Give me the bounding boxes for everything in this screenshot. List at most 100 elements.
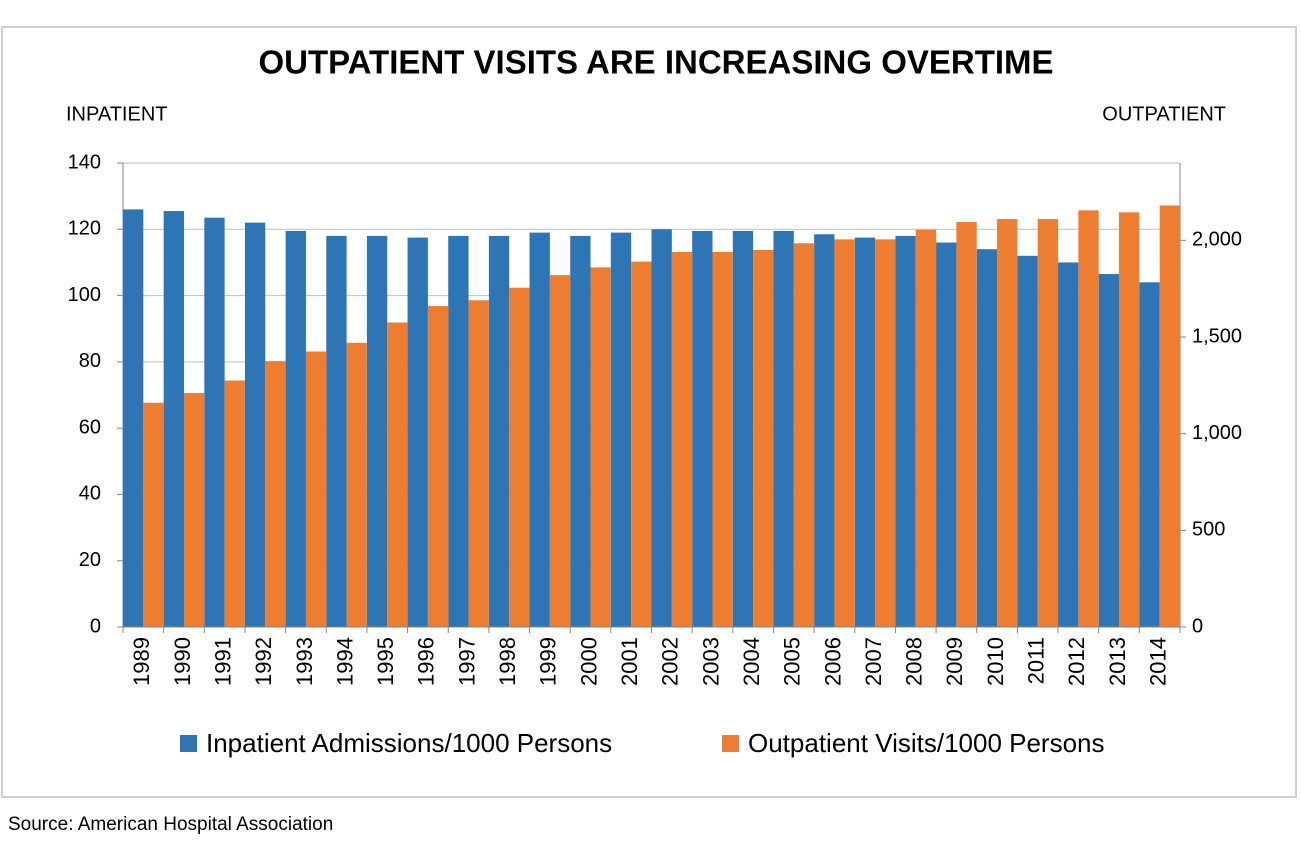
bar xyxy=(1037,219,1059,628)
x-tick-label: 2013 xyxy=(1105,637,1130,686)
y2-tick-label: 0 xyxy=(1192,615,1203,637)
bar xyxy=(143,402,164,627)
x-tick-label: 2007 xyxy=(861,637,886,686)
source-note: Source: American Hospital Association xyxy=(8,814,333,835)
bar xyxy=(305,351,327,627)
bar xyxy=(549,275,571,627)
x-tick-label: 1997 xyxy=(454,637,479,686)
bar xyxy=(427,306,449,627)
x-tick-label: 2010 xyxy=(983,637,1008,686)
bar xyxy=(712,251,733,627)
legend-label: Inpatient Admissions/1000 Persons xyxy=(206,728,612,758)
bar xyxy=(895,235,916,627)
bar xyxy=(346,342,367,627)
bar xyxy=(366,235,388,627)
bar xyxy=(732,230,754,627)
bar xyxy=(163,211,184,628)
y-tick-label: 40 xyxy=(79,483,101,505)
chart-title: OUTPATIENT VISITS ARE INCREASING OVERTIM… xyxy=(258,44,1053,81)
x-tick-label: 2014 xyxy=(1145,637,1170,686)
bar xyxy=(509,287,530,627)
bar xyxy=(610,232,632,627)
x-tick-label: 1990 xyxy=(170,637,195,686)
bar xyxy=(1139,282,1160,627)
bar xyxy=(1078,210,1099,627)
bar xyxy=(265,361,286,627)
y-axis-title: INPATIENT xyxy=(66,103,167,125)
y2-axis-title: OUTPATIENT xyxy=(1102,103,1226,125)
x-tick-label: 2006 xyxy=(820,637,845,686)
bar xyxy=(936,242,957,628)
x-tick-label: 1995 xyxy=(373,637,398,686)
bar xyxy=(671,251,693,627)
legend-label: Outpatient Visits/1000 Persons xyxy=(748,728,1105,758)
bar xyxy=(326,235,347,627)
bar xyxy=(753,250,774,627)
bar xyxy=(1017,255,1038,628)
legend-swatch xyxy=(180,735,197,752)
x-tick-label: 1994 xyxy=(332,637,357,686)
y-tick-label: 20 xyxy=(79,549,101,571)
bar xyxy=(123,209,144,627)
x-tick-label: 2003 xyxy=(698,637,723,686)
y-tick-label: 80 xyxy=(79,350,101,372)
bar xyxy=(570,235,591,627)
bar xyxy=(651,229,672,628)
bar xyxy=(1159,205,1180,628)
bar xyxy=(997,219,1018,628)
bar xyxy=(875,239,896,627)
bar xyxy=(814,234,835,627)
bar xyxy=(285,230,306,627)
x-tick-label: 1996 xyxy=(414,637,439,686)
bar xyxy=(183,393,205,627)
bar xyxy=(631,261,652,627)
x-tick-label: 2005 xyxy=(780,637,805,686)
bar xyxy=(1058,262,1079,627)
y-tick-label: 100 xyxy=(68,284,101,306)
bar xyxy=(1098,274,1120,627)
x-tick-label: 1998 xyxy=(495,637,520,686)
x-tick-label: 2012 xyxy=(1064,637,1089,686)
bar xyxy=(1119,212,1140,628)
bar xyxy=(834,239,855,627)
bar xyxy=(244,222,266,627)
y-tick-label: 0 xyxy=(90,615,101,637)
bar xyxy=(956,221,977,627)
bar xyxy=(387,322,408,627)
x-tick-label: 1993 xyxy=(292,637,317,686)
bar xyxy=(468,300,489,627)
x-tick-label: 2001 xyxy=(617,637,642,686)
x-tick-label: 2002 xyxy=(658,637,683,686)
bar xyxy=(407,237,428,628)
bar xyxy=(204,217,225,627)
y-tick-label: 60 xyxy=(79,416,101,438)
y2-tick-label: 1,000 xyxy=(1192,422,1242,444)
bar xyxy=(224,380,245,627)
x-tick-label: 2011 xyxy=(1024,637,1049,684)
bar xyxy=(529,232,550,627)
bar xyxy=(448,235,469,627)
x-tick-label: 2008 xyxy=(902,637,927,686)
bar xyxy=(793,243,815,627)
bar xyxy=(590,267,611,627)
bar xyxy=(692,230,713,627)
x-tick-label: 1992 xyxy=(251,637,276,686)
bar xyxy=(854,237,876,628)
y2-tick-label: 2,000 xyxy=(1192,229,1242,251)
legend-swatch xyxy=(722,735,739,752)
y-tick-label: 140 xyxy=(68,151,101,173)
x-tick-label: 2000 xyxy=(576,637,601,686)
y-tick-label: 120 xyxy=(68,218,101,240)
y2-tick-label: 1,500 xyxy=(1192,325,1242,347)
bar xyxy=(773,230,794,627)
bar xyxy=(976,249,998,627)
x-tick-label: 1989 xyxy=(129,637,154,686)
x-tick-label: 1991 xyxy=(210,637,235,686)
x-tick-label: 1999 xyxy=(536,637,561,686)
bar xyxy=(488,235,510,627)
bar xyxy=(915,229,937,627)
x-tick-label: 2009 xyxy=(942,637,967,686)
y2-tick-label: 500 xyxy=(1192,519,1225,541)
